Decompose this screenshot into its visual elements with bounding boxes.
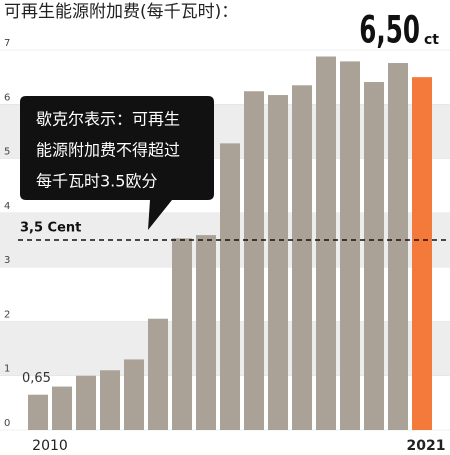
y-tick-label: 5 bbox=[4, 147, 10, 158]
annotation-text: 歇克尔表示：可再生 bbox=[36, 110, 180, 129]
y-tick-label: 1 bbox=[4, 364, 10, 375]
value-unit: ct bbox=[424, 32, 439, 48]
y-tick-label: 7 bbox=[4, 38, 10, 49]
y-tick-label: 4 bbox=[4, 201, 10, 212]
y-tick-label: 6 bbox=[4, 92, 10, 103]
bar bbox=[52, 386, 72, 430]
bar bbox=[316, 56, 336, 431]
bar bbox=[76, 375, 96, 430]
value-label: 0,65 bbox=[22, 371, 51, 386]
bar bbox=[340, 61, 360, 431]
bar bbox=[412, 77, 432, 431]
reference-label: 3,5 Cent bbox=[20, 221, 81, 236]
bar bbox=[220, 143, 240, 430]
x-tick-label: 2021 bbox=[407, 438, 446, 454]
bar bbox=[124, 359, 144, 430]
annotation-text: 能源附加费不得超过 bbox=[36, 141, 180, 160]
bar bbox=[148, 318, 168, 430]
bar bbox=[292, 85, 312, 431]
y-tick-label: 2 bbox=[4, 309, 10, 320]
callout-box bbox=[20, 96, 214, 230]
y-tick-label: 0 bbox=[4, 418, 10, 429]
bar bbox=[364, 82, 384, 431]
bar bbox=[28, 394, 48, 430]
bar bbox=[196, 235, 216, 430]
chart-title: 可再生能源附加费(每千瓦时)： bbox=[4, 2, 238, 22]
x-tick-label: 2010 bbox=[32, 438, 68, 454]
bar bbox=[388, 63, 408, 431]
annotation-text: 每千瓦时3.5欧分 bbox=[36, 172, 157, 191]
bar bbox=[172, 238, 192, 430]
bar bbox=[244, 91, 264, 430]
bar bbox=[100, 370, 120, 430]
value-label: 6,50 bbox=[359, 10, 420, 53]
bar bbox=[268, 95, 288, 431]
y-tick-label: 3 bbox=[4, 255, 10, 266]
